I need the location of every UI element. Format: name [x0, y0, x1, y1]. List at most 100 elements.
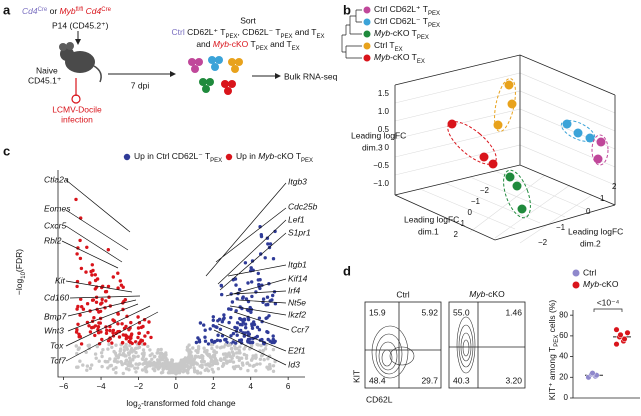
point	[243, 322, 248, 326]
gene-label: Itgb3	[288, 176, 307, 186]
text-span: Myb	[258, 151, 274, 161]
shape	[205, 182, 290, 366]
point	[243, 318, 247, 322]
point	[96, 325, 101, 329]
gene-label: Kit	[55, 275, 66, 285]
point	[254, 290, 258, 294]
legend-marker	[363, 42, 371, 50]
point	[127, 351, 132, 355]
text-span: -cKO	[485, 289, 505, 299]
shape	[231, 65, 239, 73]
shape	[228, 80, 236, 88]
point	[77, 346, 81, 350]
point	[185, 345, 190, 349]
point	[104, 331, 109, 335]
text-span: EX	[292, 46, 300, 52]
point	[250, 294, 254, 299]
point	[120, 353, 125, 357]
flow-plot	[448, 301, 526, 389]
gene-label: Ccr7	[291, 324, 309, 334]
gene-label: Tox	[50, 340, 64, 350]
point	[95, 344, 100, 349]
point	[141, 357, 145, 361]
point	[230, 346, 234, 351]
point	[195, 362, 199, 366]
point	[143, 334, 147, 338]
gene-label: Rbl2	[44, 235, 62, 245]
point	[85, 364, 90, 368]
point	[84, 270, 88, 274]
point	[145, 361, 149, 365]
point	[220, 320, 224, 324]
point	[122, 348, 127, 353]
point	[104, 360, 108, 364]
point	[183, 356, 188, 360]
tick-label: 2	[454, 230, 459, 239]
point	[229, 334, 233, 338]
point	[248, 363, 252, 367]
axis-label: Leading logFC	[404, 214, 459, 224]
shape	[221, 80, 229, 88]
shape	[462, 339, 470, 357]
point	[116, 356, 120, 360]
text-span: CD62L⁺ T	[185, 27, 226, 37]
point	[246, 317, 251, 322]
text-span: -cKO T	[274, 151, 301, 161]
point	[189, 357, 193, 361]
point	[113, 357, 118, 361]
point	[242, 352, 246, 357]
text-span: −log	[14, 278, 24, 295]
text-span: PEX	[301, 158, 313, 164]
readout: Bulk RNA-seq	[284, 71, 338, 81]
point	[75, 307, 79, 311]
point	[147, 320, 151, 324]
text-span: -cKO	[229, 39, 249, 49]
point	[195, 350, 200, 354]
point	[159, 347, 163, 352]
point	[255, 325, 260, 329]
point	[128, 359, 132, 363]
panel-label: c	[3, 143, 10, 158]
shape	[593, 154, 603, 164]
shape	[505, 172, 515, 182]
point	[235, 321, 240, 325]
shape	[93, 65, 102, 83]
data-point	[613, 341, 620, 348]
volcano-points	[74, 197, 278, 376]
text-span: Cre	[38, 7, 48, 13]
point	[209, 355, 213, 360]
point	[266, 242, 270, 246]
point	[218, 339, 222, 343]
shape	[389, 346, 415, 366]
point	[225, 355, 229, 359]
legend-marker	[363, 54, 371, 62]
point	[196, 336, 200, 340]
point	[170, 358, 174, 362]
text-span: EX	[317, 34, 325, 40]
point	[144, 357, 148, 361]
point	[124, 342, 128, 347]
point	[91, 325, 96, 329]
shape	[504, 80, 514, 90]
point	[235, 297, 239, 301]
point	[203, 335, 207, 339]
point	[252, 320, 256, 324]
point	[199, 359, 204, 364]
point	[175, 365, 179, 369]
point	[104, 299, 108, 303]
shape	[591, 134, 609, 166]
point	[210, 363, 215, 367]
text-span: , CD62L⁻ T	[237, 27, 280, 37]
legend-label: Ctrl CD62L⁺ TPEX	[374, 4, 440, 16]
point	[148, 364, 152, 368]
text-span: Myb	[213, 39, 229, 49]
axis-label: Leading logFC	[568, 226, 623, 236]
point	[79, 342, 84, 346]
point	[265, 236, 270, 240]
tick-label: 20	[559, 372, 568, 381]
tick-label: −1	[471, 197, 481, 206]
gene-label: Bmp7	[44, 311, 66, 321]
text-span: KIT⁺ among T	[547, 347, 557, 400]
point	[233, 344, 237, 348]
point	[106, 248, 111, 252]
